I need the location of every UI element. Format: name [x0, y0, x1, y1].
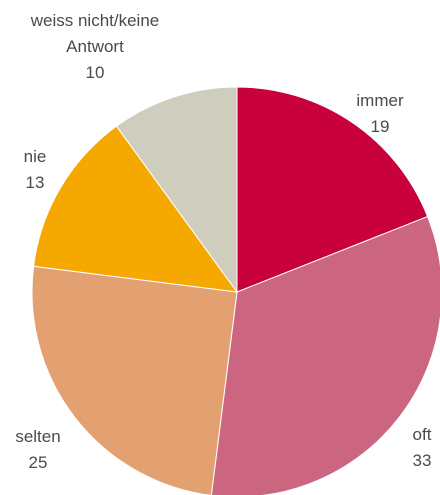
slice-label: nie 13	[0, 144, 85, 196]
value-label: 13	[25, 173, 45, 192]
pie-slice	[236, 86, 429, 293]
category-name: weiss nicht/keine Antwort	[30, 11, 160, 56]
category-name: immer	[356, 91, 404, 110]
slice-label: immer 19	[330, 88, 430, 140]
pie-slice	[33, 125, 239, 293]
value-label: 19	[370, 117, 390, 136]
slice-label: selten 25	[0, 424, 88, 476]
category-name: selten	[15, 427, 61, 446]
pie-slice	[31, 265, 238, 495]
value-label: 25	[28, 453, 48, 472]
pie-slice	[115, 86, 238, 294]
slice-label: weiss nicht/keine Antwort 10	[20, 8, 170, 86]
category-name: oft	[412, 425, 432, 444]
value-label: 33	[412, 451, 432, 470]
category-name: nie	[23, 147, 47, 166]
slice-label: oft 33	[372, 422, 440, 474]
value-label: 10	[85, 63, 105, 82]
